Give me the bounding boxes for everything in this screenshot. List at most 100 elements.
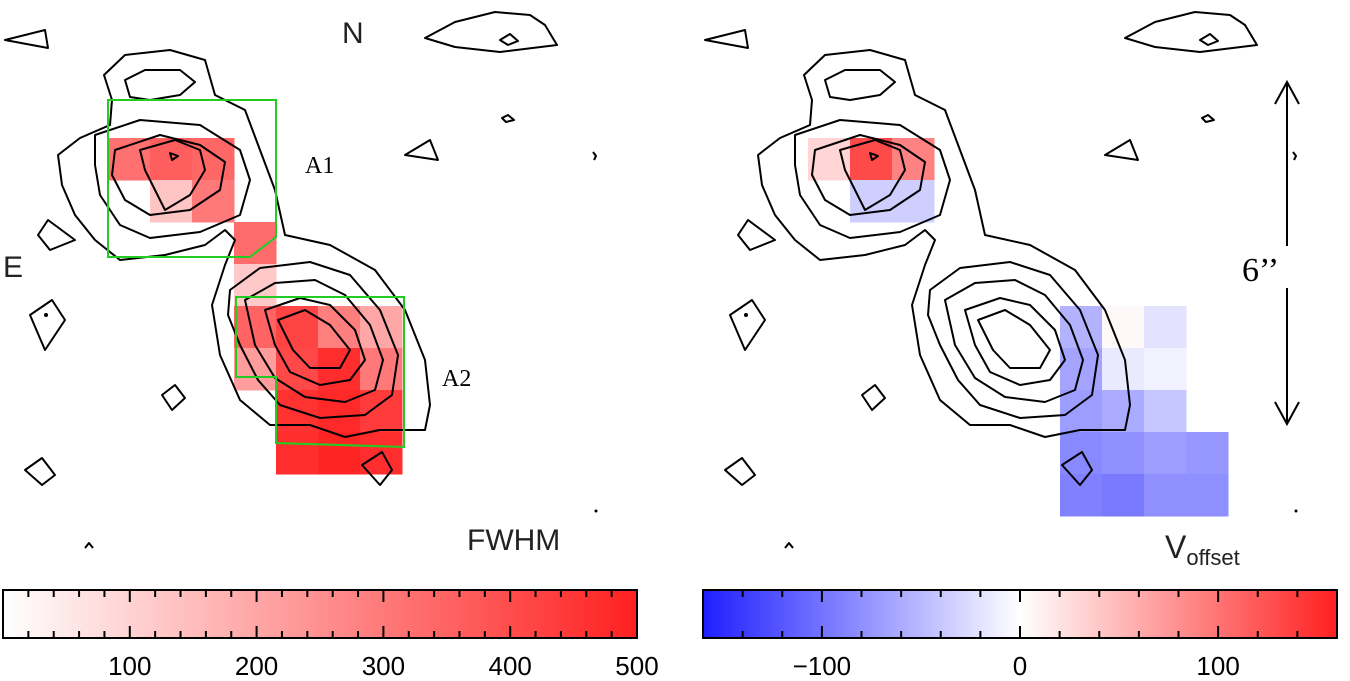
contour-a2-4 — [277, 309, 351, 369]
voffset-colorbar: −100 0 100 — [702, 589, 1338, 681]
heatmap-cell — [1102, 474, 1145, 517]
contour-a2-4 — [977, 309, 1051, 369]
contour-a2-1 — [927, 261, 1099, 419]
contour-dot — [744, 313, 748, 317]
contour-a1-peak — [169, 152, 179, 161]
region-box-a2 — [235, 296, 405, 449]
contour-a2-3 — [964, 297, 1066, 386]
fwhm-contours — [4, 11, 597, 549]
scale-label-bg — [1240, 246, 1288, 288]
contour-outer — [757, 49, 1131, 438]
colorbar-tick-label: 300 — [362, 651, 405, 681]
contour-small-3 — [724, 457, 756, 486]
contour-small-n-inner — [1199, 33, 1219, 46]
contour-small-e1 — [37, 219, 76, 251]
voffset-panel: 6’’ Voffset −100 0 100 — [702, 11, 1338, 681]
voffset-quantity-label: Voffset — [1165, 529, 1240, 570]
voffset-cells — [808, 138, 1229, 517]
contour-a1-4 — [839, 139, 906, 211]
north-label: N — [342, 17, 364, 50]
heatmap-cell — [1144, 474, 1187, 517]
colorbar-tick-label: 100 — [108, 651, 151, 681]
contour-a1-2 — [94, 119, 251, 239]
contour-a1-3 — [811, 134, 926, 216]
heatmap-cell — [234, 222, 277, 265]
fwhm-colorbar-gradient — [2, 589, 638, 639]
heatmap-cell — [150, 180, 193, 223]
contour-small-w — [4, 29, 49, 49]
heatmap-cell — [1144, 306, 1187, 349]
heatmap-cell — [318, 390, 361, 433]
contour-small-5 — [501, 114, 515, 123]
contour-small-1 — [1104, 139, 1139, 161]
heatmap-cell — [1144, 390, 1187, 433]
heatmap-cell — [1144, 432, 1187, 475]
contour-dot — [1294, 509, 1298, 513]
heatmap-cell — [1144, 348, 1187, 391]
contour-dot — [594, 509, 598, 513]
contour-small-e2 — [729, 299, 766, 351]
contour-a1-3 — [111, 134, 226, 216]
contour-small-e1 — [737, 219, 776, 251]
region-label-a1: A1 — [305, 153, 334, 179]
voffset-symbol: V — [1165, 529, 1187, 565]
heatmap-cell — [850, 180, 893, 223]
heatmap-cell — [192, 180, 235, 223]
contour-tick-2 — [784, 542, 794, 549]
fwhm-colorbar-ticks: 100 200 300 400 500 — [2, 590, 659, 681]
contour-a2-2 — [944, 279, 1084, 403]
fwhm-colorbar: 100 200 300 400 500 — [2, 589, 659, 681]
contour-outer — [57, 49, 431, 438]
heatmap-cell — [1060, 390, 1103, 433]
contour-tick-1 — [1292, 151, 1297, 161]
heatmap-cell — [1102, 432, 1145, 475]
fwhm-quantity-label: FWHM — [467, 524, 560, 557]
contour-small-n — [424, 11, 558, 53]
scale-bar-arrow-up — [1274, 79, 1300, 105]
contour-tick-1 — [592, 151, 597, 161]
colorbar-tick-label: 100 — [1196, 651, 1239, 681]
fwhm-cells — [108, 138, 403, 475]
heatmap-cell — [1102, 390, 1145, 433]
voffset-colorbar-ticks: −100 0 100 — [702, 590, 1338, 681]
contour-small-1 — [404, 139, 439, 161]
heatmap-cell — [360, 390, 403, 433]
contour-small-3 — [24, 457, 56, 486]
heatmap-cell — [1102, 306, 1145, 349]
colorbar-tick-label: 400 — [489, 651, 532, 681]
voffset-contours — [704, 11, 1297, 549]
contour-small-4 — [1061, 451, 1093, 486]
contour-small-w — [704, 29, 749, 49]
contour-a2-1 — [227, 261, 399, 419]
contour-a1-2 — [794, 119, 951, 239]
heatmap-cell — [1186, 474, 1229, 517]
contour-small-4 — [361, 451, 393, 486]
contour-small-e2 — [29, 299, 66, 351]
contour-small-n — [1124, 11, 1258, 53]
region-label-a2: A2 — [442, 366, 471, 392]
colorbar-tick-label: 500 — [615, 651, 658, 681]
scale-bar-label: 6’’ — [1242, 252, 1279, 289]
colorbar-tick-label: 200 — [235, 651, 278, 681]
heatmap-cell — [892, 180, 935, 223]
colorbar-tick-label: −100 — [793, 651, 852, 681]
east-label: E — [3, 251, 23, 284]
contour-dot — [44, 313, 48, 317]
region-boxes — [107, 99, 405, 449]
contour-tick-2 — [84, 542, 94, 549]
heatmap-cell — [318, 432, 361, 475]
fwhm-panel: N E A1 A2 FWHM 100 200 300 400 500 — [2, 11, 659, 681]
contour-small-2 — [861, 384, 886, 411]
contour-a1-4 — [139, 139, 206, 211]
contour-small-5 — [1201, 114, 1215, 123]
heatmap-cell — [1186, 432, 1229, 475]
heatmap-cell — [276, 432, 319, 475]
scale-bar-arrow-down — [1274, 401, 1300, 427]
contour-a1-peak — [869, 152, 879, 161]
heatmap-cell — [1060, 474, 1103, 517]
voffset-subscript: offset — [1186, 545, 1239, 570]
contour-a2-2 — [244, 279, 384, 403]
contour-top-blob — [124, 69, 196, 101]
colorbar-tick-label: 0 — [1013, 651, 1027, 681]
